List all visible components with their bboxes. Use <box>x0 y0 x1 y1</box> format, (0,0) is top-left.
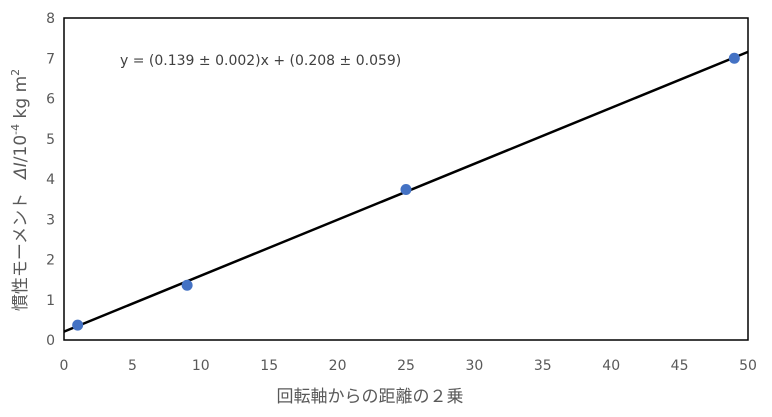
x-tick-label: 10 <box>192 358 210 374</box>
y-tick-labels: 0 1 2 3 4 5 6 7 8 <box>46 11 55 349</box>
x-tick-label: 25 <box>397 358 415 374</box>
y-tick-label: 4 <box>46 172 55 188</box>
x-tick-label: 30 <box>465 358 483 374</box>
y-tick-label: 6 <box>46 92 55 108</box>
x-tick-label: 5 <box>128 358 137 374</box>
x-tick-labels: 0 5 10 15 20 25 30 35 40 45 50 <box>60 358 757 374</box>
x-tick-label: 0 <box>60 358 69 374</box>
y-tick-label: 7 <box>46 51 55 67</box>
y-tick-label: 2 <box>46 253 55 269</box>
plot-frame <box>63 17 749 341</box>
y-axis-title: 慣性モーメント ΔI/10-4 kg m2 <box>9 69 31 311</box>
data-point <box>400 183 412 195</box>
y-tick-label: 1 <box>46 293 55 309</box>
y-axis-title-symbol: ΔI <box>11 162 31 181</box>
y-axis-title-exponent: -4 <box>9 124 22 135</box>
y-axis-title-exponent-2: 2 <box>9 69 22 76</box>
y-axis-title-prefix: 慣性モーメント <box>11 193 31 311</box>
x-tick-label: 35 <box>534 358 552 374</box>
x-tick-label: 15 <box>260 358 278 374</box>
data-point <box>72 319 84 331</box>
y-tick-label: 8 <box>46 11 55 27</box>
x-tick-label: 50 <box>739 358 757 374</box>
data-point <box>181 279 193 291</box>
y-tick-label: 5 <box>46 132 55 148</box>
x-tick-label: 45 <box>671 358 689 374</box>
axes <box>63 17 749 341</box>
y-tick-label: 0 <box>46 333 55 349</box>
x-tick-label: 20 <box>329 358 347 374</box>
data-points <box>72 52 740 331</box>
y-tick-label: 3 <box>46 212 55 228</box>
y-axis-title-unit: /10 <box>11 135 31 162</box>
data-point <box>728 52 740 64</box>
trendline-equation: y = (0.139 ± 0.002)x + (0.208 ± 0.059) <box>120 53 401 69</box>
x-axis-title: 回転軸からの距離の２乗 <box>277 387 464 407</box>
x-tick-label: 40 <box>602 358 620 374</box>
y-axis-title-unit-mid: kg m <box>11 76 31 124</box>
